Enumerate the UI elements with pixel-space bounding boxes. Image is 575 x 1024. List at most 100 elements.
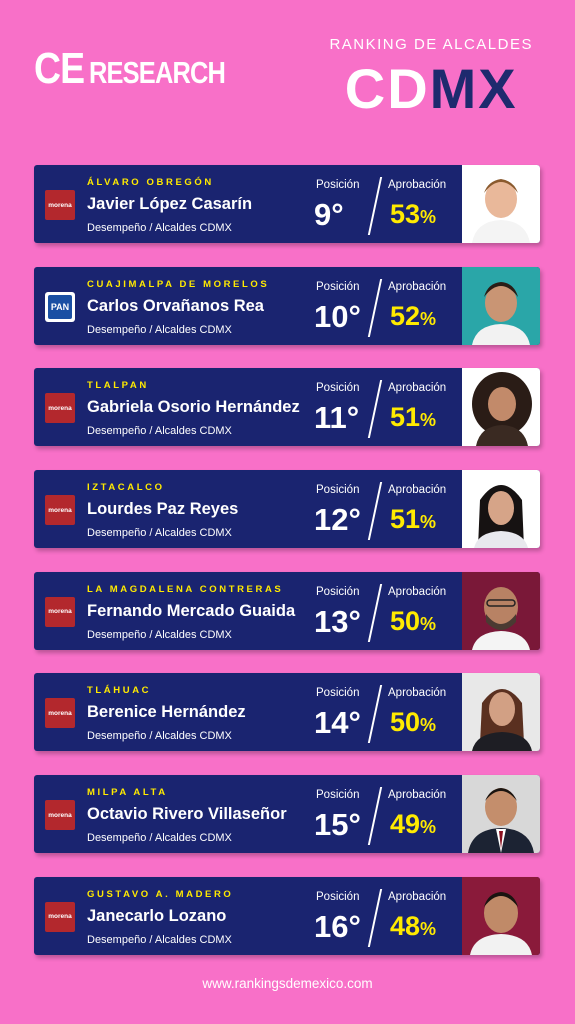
mayor-name: Octavio Rivero Villaseñor xyxy=(87,805,287,824)
mayor-name: Gabriela Osorio Hernández xyxy=(87,398,300,417)
approval-value: 51% xyxy=(390,402,436,433)
card-description: Desempeño / Alcaldes CDMX xyxy=(87,222,232,234)
approval-number: 52 xyxy=(390,300,421,331)
approval-value: 51% xyxy=(390,504,436,535)
mayor-name: Berenice Hernández xyxy=(87,703,246,722)
approval-number: 50 xyxy=(390,605,421,636)
card-description: Desempeño / Alcaldes CDMX xyxy=(87,933,232,946)
alcaldia-label: TLÁHUAC xyxy=(87,685,152,697)
ranking-card: morena MILPA ALTA Octavio Rivero Villase… xyxy=(34,775,540,854)
approval-value: 52% xyxy=(390,301,436,332)
mayor-photo xyxy=(462,673,540,752)
position-value: 11° xyxy=(314,400,360,436)
mayor-name: Fernando Mercado Guaida xyxy=(87,601,296,620)
alcaldia-label: MILPA ALTA xyxy=(87,787,168,799)
logo-ce: CE xyxy=(34,44,85,93)
approval-label: Aprobación xyxy=(388,179,447,191)
approval-value: 50% xyxy=(390,606,436,637)
position-value: 10° xyxy=(314,298,361,334)
ranking-card: morena IZTACALCO Lourdes Paz Reyes Desem… xyxy=(34,470,540,549)
alcaldia-label: TLALPAN xyxy=(87,380,149,392)
percent-sign: % xyxy=(420,918,437,939)
card-description: Desempeño / Alcaldes CDMX xyxy=(87,628,232,641)
alcaldia-label: IZTACALCO xyxy=(87,482,165,494)
ranking-card: morena TLÁHUAC Berenice Hernández Desemp… xyxy=(34,673,540,752)
logo-research: RESEARCH xyxy=(89,55,226,90)
position-label: Posición xyxy=(316,687,360,700)
card-description: Desempeño / Alcaldes CDMX xyxy=(87,425,232,438)
ranking-card: morena GUSTAVO A. MADERO Janecarlo Lozan… xyxy=(34,876,540,955)
city-title: CDMX xyxy=(329,61,533,117)
slash-divider xyxy=(367,278,383,337)
position-label: Posición xyxy=(316,280,360,293)
slash-divider xyxy=(367,177,383,235)
approval-value: 48% xyxy=(390,911,436,942)
morena-logo-icon: morena xyxy=(45,698,75,729)
morena-logo-icon: morena xyxy=(45,800,75,831)
approval-label: Aprobación xyxy=(388,789,447,802)
slash-divider xyxy=(367,583,383,642)
approval-label: Aprobación xyxy=(388,280,447,293)
approval-value: 49% xyxy=(390,809,436,840)
slash-divider xyxy=(367,685,383,744)
position-label: Posición xyxy=(316,179,360,191)
mayor-photo xyxy=(462,266,540,345)
mayor-photo xyxy=(462,368,540,447)
card-description: Desempeño / Alcaldes CDMX xyxy=(87,730,232,743)
slash-divider xyxy=(367,380,383,439)
approval-number: 50 xyxy=(390,707,421,738)
morena-logo-icon: morena xyxy=(45,495,75,526)
approval-label: Aprobación xyxy=(388,484,447,497)
percent-sign: % xyxy=(420,715,437,736)
header-title-block: RANKING DE ALCALDES CDMX xyxy=(329,36,533,117)
morena-logo-icon: morena xyxy=(45,596,75,627)
mayor-name: Carlos Orvañanos Rea xyxy=(87,296,264,315)
mayor-name: Janecarlo Lozano xyxy=(87,906,227,925)
alcaldia-label: CUAJIMALPA DE MORELOS xyxy=(87,278,270,290)
alcaldia-label: LA MAGDALENA CONTRERAS xyxy=(87,583,284,595)
percent-sign: % xyxy=(420,308,437,329)
mayor-name: Lourdes Paz Reyes xyxy=(87,500,239,519)
mayor-photo xyxy=(462,775,540,854)
morena-logo-icon: morena xyxy=(45,190,75,220)
approval-label: Aprobación xyxy=(388,890,447,903)
slash-divider xyxy=(367,888,383,947)
card-description: Desempeño / Alcaldes CDMX xyxy=(87,323,232,336)
approval-label: Aprobación xyxy=(388,585,447,598)
approval-value: 53% xyxy=(390,199,436,230)
percent-sign: % xyxy=(420,512,437,533)
mayor-photo xyxy=(462,470,540,549)
approval-number: 51 xyxy=(390,402,421,433)
position-value: 15° xyxy=(314,807,361,843)
approval-number: 53 xyxy=(390,199,421,229)
ranking-card: morena TLALPAN Gabriela Osorio Hernández… xyxy=(34,368,540,447)
position-value: 16° xyxy=(314,908,361,944)
position-value: 12° xyxy=(314,502,361,538)
percent-sign: % xyxy=(420,817,437,838)
ranking-kicker: RANKING DE ALCALDES xyxy=(329,36,533,53)
position-value: 14° xyxy=(314,705,361,741)
ce-research-logo: CE RESEARCH xyxy=(34,44,255,94)
approval-number: 49 xyxy=(390,809,421,840)
approval-label: Aprobación xyxy=(388,687,447,700)
alcaldia-label: GUSTAVO A. MADERO xyxy=(87,888,234,900)
city-title-light: CD xyxy=(344,57,430,120)
approval-number: 51 xyxy=(390,504,421,535)
position-label: Posición xyxy=(316,382,360,395)
mayor-photo xyxy=(462,571,540,650)
slash-divider xyxy=(367,787,383,846)
ranking-card: morena LA MAGDALENA CONTRERAS Fernando M… xyxy=(34,571,540,650)
position-value: 13° xyxy=(314,603,361,639)
approval-number: 48 xyxy=(390,910,421,941)
mayor-photo xyxy=(462,165,540,243)
ranking-list: morena ÁLVARO OBREGÓN Javier López Casar… xyxy=(34,165,540,979)
percent-sign: % xyxy=(420,207,437,227)
mayor-name: Javier López Casarín xyxy=(87,195,253,213)
ranking-card: morena ÁLVARO OBREGÓN Javier López Casar… xyxy=(34,165,540,243)
pan-logo-text: PAN xyxy=(48,294,72,319)
card-description: Desempeño / Alcaldes CDMX xyxy=(87,832,232,845)
approval-label: Aprobación xyxy=(388,382,447,395)
percent-sign: % xyxy=(420,613,437,634)
footer-url: www.rankingsdemexico.com xyxy=(202,976,373,991)
position-label: Posición xyxy=(316,789,360,802)
